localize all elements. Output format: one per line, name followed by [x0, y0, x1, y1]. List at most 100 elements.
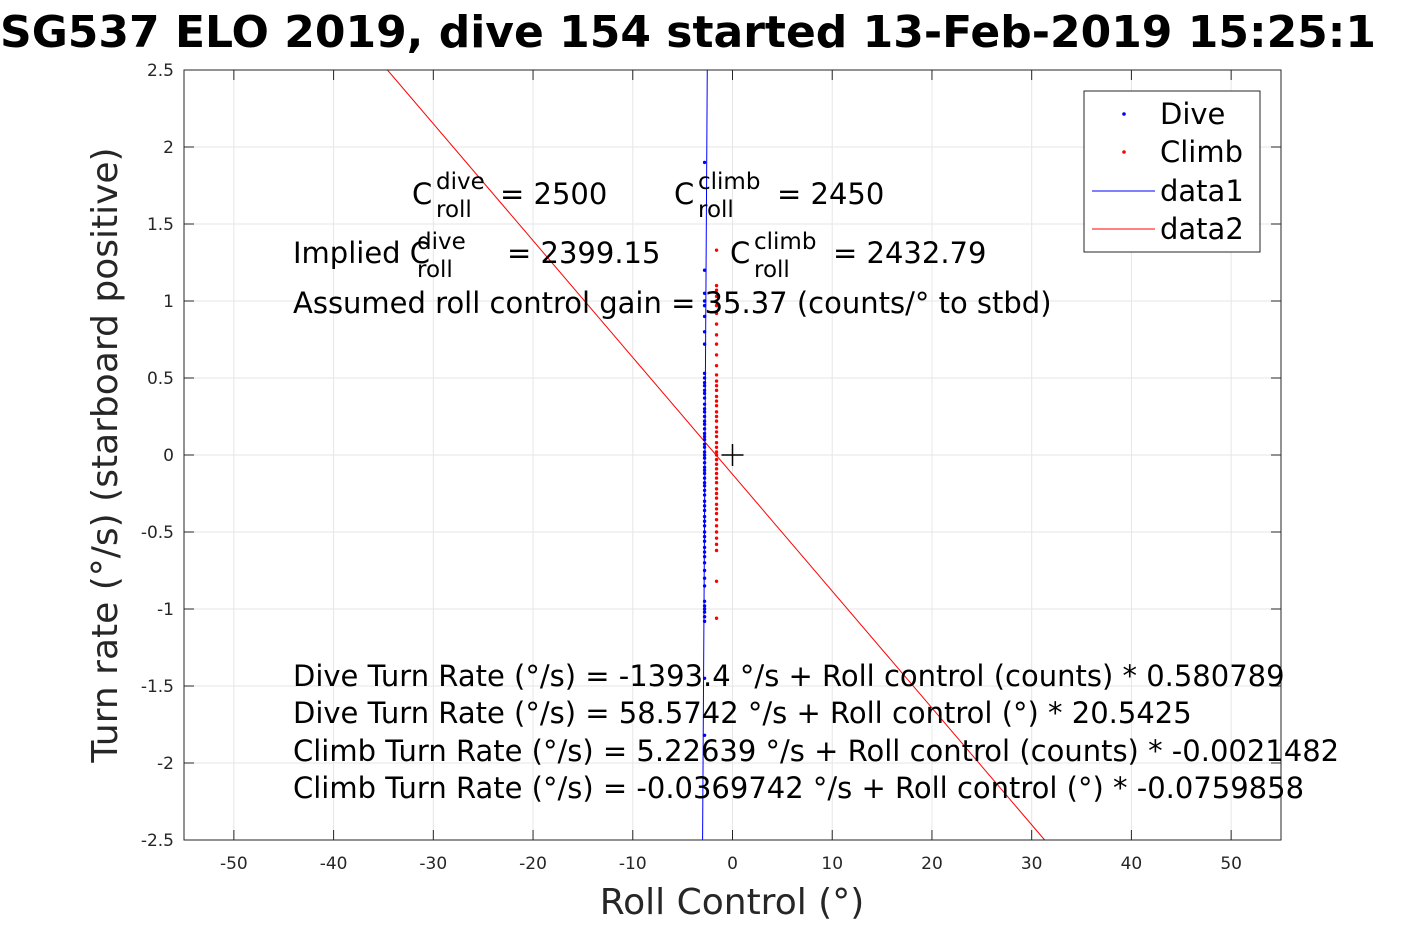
data-point-climb — [714, 379, 719, 383]
data-point-dive — [702, 396, 707, 400]
data-point-dive — [702, 493, 707, 497]
data-point-climb — [714, 507, 719, 511]
data-point-dive — [702, 599, 707, 603]
legend-climb-marker — [1122, 150, 1126, 154]
data-point-climb — [714, 462, 719, 466]
x-tick-label: -50 — [220, 854, 248, 874]
x-tick-labels: -50 -40 -30 -20 -10 0 10 20 30 40 50 — [220, 854, 1242, 874]
data-point-dive — [702, 291, 707, 295]
data-point-dive — [702, 402, 707, 406]
x-axis-label: Roll Control (°) — [600, 882, 865, 923]
data-point-dive — [702, 414, 707, 419]
c-climb-value: = 2450 — [777, 177, 884, 211]
data-point-climb — [714, 363, 719, 368]
y-axis-label: Turn rate (°/s) (starboard positive) — [85, 147, 126, 763]
x-tick-label: 10 — [821, 854, 843, 874]
data-point-climb — [714, 299, 719, 303]
data-point-climb — [714, 388, 719, 393]
data-point-climb — [714, 536, 719, 540]
data-point-dive — [702, 561, 707, 565]
data-point-climb — [714, 524, 719, 528]
data-point-climb — [714, 414, 719, 419]
legend-box — [1083, 90, 1261, 253]
chart-title: SG537 ELO 2019, dive 154 started 13-Feb-… — [0, 7, 1376, 58]
c-dive-symbol: C — [412, 177, 432, 211]
data-point-dive — [702, 422, 707, 426]
data-point-dive — [702, 733, 707, 737]
data-point-climb — [714, 487, 719, 491]
data-point-dive — [702, 330, 707, 334]
equation-line: Climb Turn Rate (°/s) = 5.22639 °/s + Ro… — [293, 734, 1339, 768]
data-point-dive — [702, 519, 707, 523]
y-tick-label: -1 — [157, 600, 174, 620]
plot-frame — [183, 69, 1282, 841]
data-point-climb — [714, 476, 719, 480]
equation-line: Dive Turn Rate (°/s) = 58.5742 °/s + Rol… — [293, 696, 1192, 730]
implied-dive-sup: dive — [417, 229, 466, 255]
c-dive-sub: roll — [436, 197, 472, 223]
data-point-dive — [702, 303, 707, 308]
data-point-climb — [714, 399, 719, 403]
data-point-climb — [714, 419, 719, 423]
data-point-climb — [714, 322, 719, 326]
data-point-dive — [702, 314, 707, 319]
data-point-dive — [702, 504, 707, 508]
data-point-dive — [702, 160, 707, 165]
data-point-climb — [714, 430, 719, 434]
data-point-climb — [714, 248, 719, 252]
data-point-dive — [702, 508, 707, 513]
data-point-dive — [702, 610, 707, 614]
data-point-dive — [702, 539, 707, 543]
data-point-dive — [702, 471, 707, 476]
equation-line: Climb Turn Rate (°/s) = -0.0369742 °/s +… — [293, 771, 1304, 805]
y-tick-label: 0.5 — [147, 369, 174, 389]
y-tick-label: -1.5 — [141, 677, 174, 697]
data-point-dive — [702, 445, 707, 449]
data-point-climb — [714, 548, 719, 553]
data-point-climb — [714, 283, 719, 288]
data-point-climb — [714, 502, 719, 506]
gain-annotation: Assumed roll control gain = 35.37 (count… — [293, 286, 1052, 320]
data-point-dive — [702, 499, 707, 503]
data-point-dive — [702, 465, 707, 470]
implied-climb-sup: climb — [754, 229, 816, 255]
data-point-dive — [702, 481, 707, 485]
data-point-climb — [714, 496, 719, 500]
data-point-climb — [714, 491, 719, 496]
origin-marker — [721, 444, 744, 466]
data-point-dive — [702, 534, 707, 539]
data-point-climb — [714, 467, 719, 471]
legend-dive-label: Dive — [1160, 97, 1225, 131]
data-point-dive — [702, 530, 707, 534]
y-tick-label: 1 — [163, 292, 174, 312]
data-point-climb — [714, 579, 719, 583]
y-tick-label: -0.5 — [141, 523, 174, 543]
c-dive-value: = 2500 — [500, 177, 607, 211]
data-point-climb — [714, 445, 719, 449]
data-point-dive — [702, 427, 707, 431]
data-point-climb — [714, 517, 719, 522]
data-point-climb — [714, 481, 719, 485]
y-tick-label: -2 — [157, 754, 174, 774]
data-point-dive — [702, 568, 707, 573]
x-tick-label: 40 — [1121, 854, 1143, 874]
data-point-climb — [714, 294, 719, 299]
data-point-climb — [714, 311, 719, 316]
x-tick-label: 0 — [727, 854, 738, 874]
data-point-dive — [702, 453, 707, 457]
data-point-climb — [714, 410, 719, 414]
data-point-dive — [702, 450, 707, 454]
data-point-dive — [702, 554, 707, 559]
y-tick-label: -2.5 — [141, 831, 174, 851]
data-point-dive — [702, 371, 707, 376]
data-point-dive — [702, 607, 707, 611]
x-tick-label: -10 — [619, 854, 647, 874]
data-point-climb — [714, 303, 719, 308]
data-point-dive — [702, 431, 707, 436]
data-point-dive — [702, 388, 707, 393]
implied-dive-value: = 2399.15 — [507, 236, 660, 270]
data-point-dive — [702, 342, 707, 346]
data-point-dive — [702, 550, 707, 554]
data-point-dive — [702, 299, 707, 303]
